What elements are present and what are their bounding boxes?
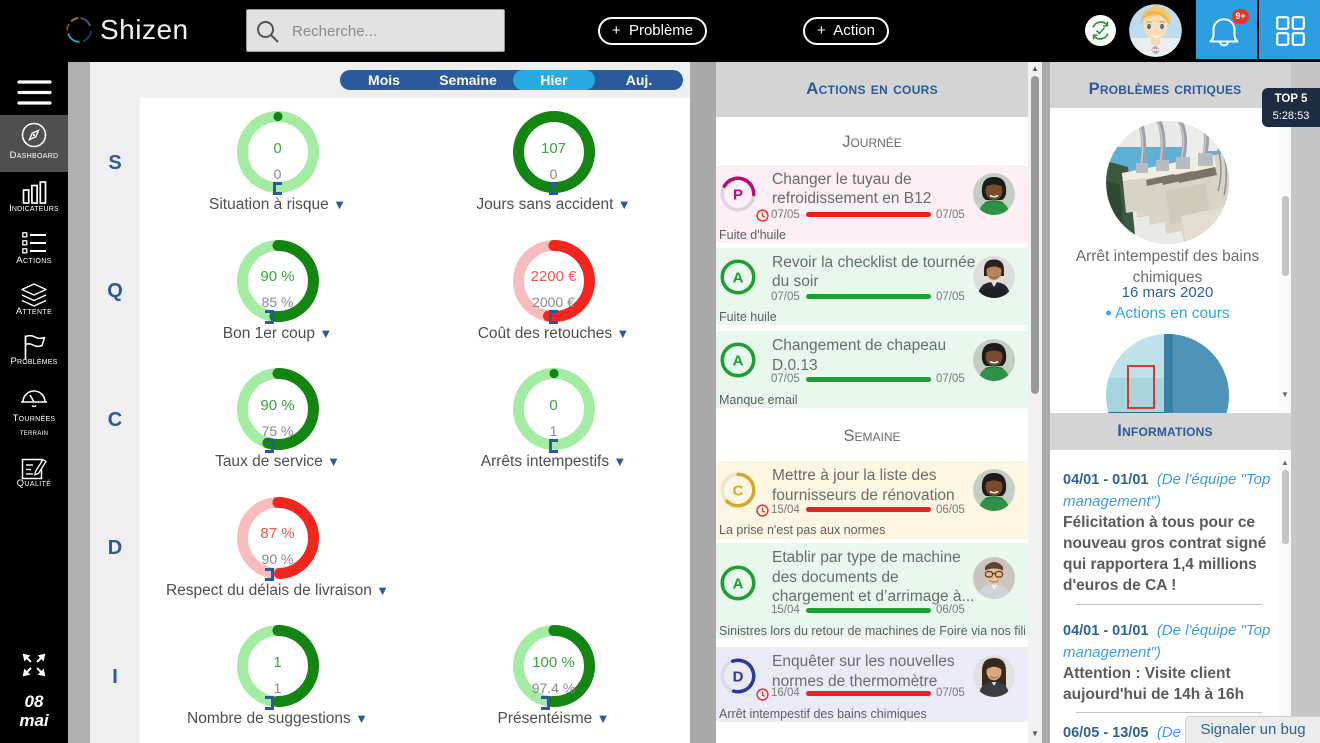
svg-text:D: D xyxy=(732,669,743,686)
svg-text:A: A xyxy=(732,575,743,592)
svg-text:A: A xyxy=(732,353,743,370)
svg-text:P: P xyxy=(732,186,742,203)
svg-text:C: C xyxy=(732,483,743,500)
svg-text:A: A xyxy=(732,269,743,286)
